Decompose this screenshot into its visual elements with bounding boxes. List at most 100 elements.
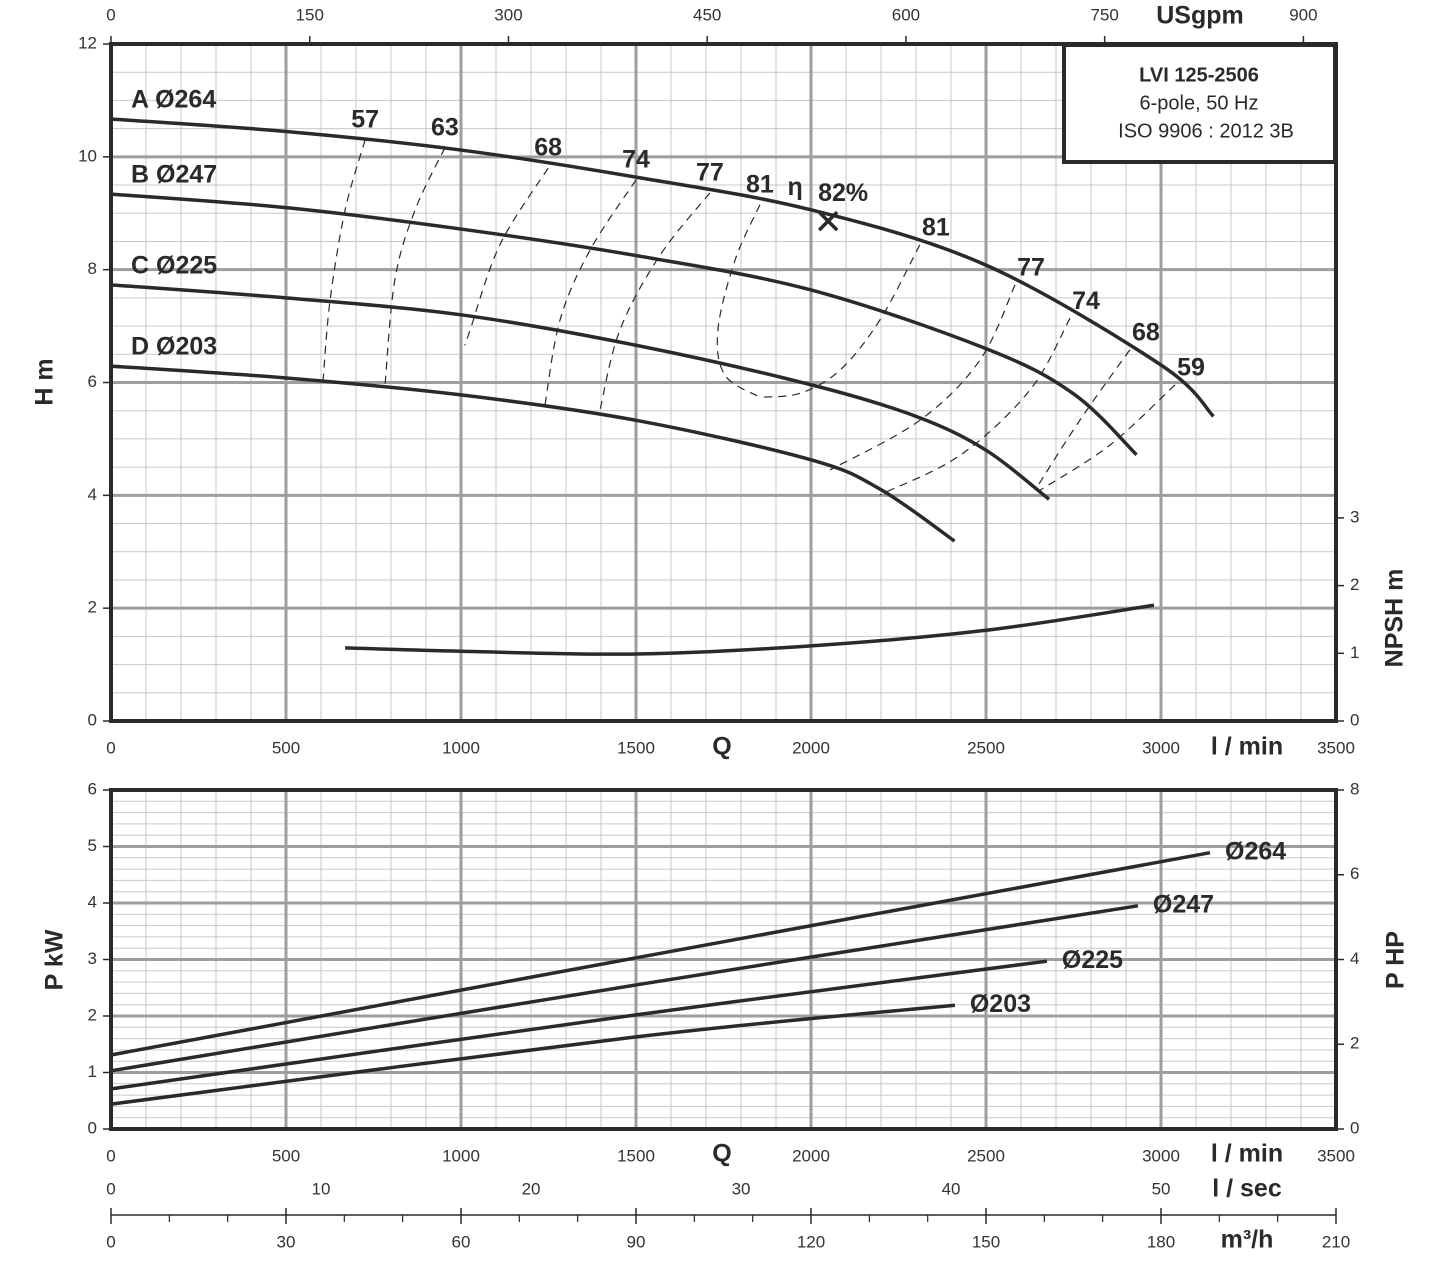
efficiency-label: 63 (431, 113, 459, 141)
y2-axis-title: P HP (1382, 931, 1410, 989)
x2-tick-label: 750 (1090, 5, 1118, 24)
efficiency-contour (1039, 384, 1176, 491)
efficiency-label: 68 (1132, 318, 1160, 346)
m3h-tick-label: 60 (452, 1232, 471, 1251)
y2-tick-label: 2 (1350, 575, 1359, 594)
lsec-tick-label: 40 (942, 1179, 961, 1198)
x-tick-label: 2000 (792, 738, 830, 757)
y-tick-label: 0 (88, 710, 97, 729)
curve-label: B Ø247 (131, 161, 217, 189)
y-tick-label: 12 (78, 33, 97, 52)
y-axis-title: H m (31, 358, 59, 405)
efficiency-label: 74 (1072, 287, 1100, 315)
efficiency-contour (544, 179, 637, 406)
x-unit-title: l / min (1211, 1140, 1283, 1168)
m3h-tick-label: 180 (1147, 1232, 1175, 1251)
y-tick-label: 6 (88, 779, 97, 798)
m3h-tick-label: 0 (106, 1232, 115, 1251)
y-tick-label: 4 (88, 892, 97, 911)
x-tick-label: 1000 (442, 1146, 480, 1165)
lsec-tick-label: 0 (106, 1179, 115, 1198)
y-tick-label: 6 (88, 372, 97, 391)
m3h-tick-label: 120 (797, 1232, 825, 1251)
y2-tick-label: 1 (1350, 643, 1359, 662)
x2-tick-label: 450 (693, 5, 721, 24)
m3h-tick-label: 90 (627, 1232, 646, 1251)
bep-symbol: η (788, 173, 803, 201)
curve (110, 1003, 956, 1106)
m3h-tick-label: 150 (972, 1232, 1000, 1251)
lsec-tick-label: 30 (732, 1179, 751, 1198)
x-tick-label: 0 (106, 738, 115, 757)
model-name: LVI 125-2506 (1139, 64, 1259, 86)
lsec-tick-label: 10 (312, 1179, 331, 1198)
x-tick-label: 0 (106, 1146, 115, 1165)
m3h-tick-label: 210 (1322, 1232, 1350, 1251)
bep-marker (817, 210, 839, 232)
curve-label: D Ø203 (131, 333, 217, 361)
curve (110, 364, 956, 543)
x2-tick-label: 0 (106, 5, 115, 24)
efficiency-label: 74 (622, 146, 650, 174)
main-layer: 0 500 1000 1500 2000 2500 3000 3500024681012012… (78, 5, 1359, 1251)
lsec-axis-title: l / sec (1212, 1175, 1282, 1203)
efficiency-label: 81 (922, 213, 950, 241)
plot-frame (109, 788, 1338, 1131)
efficiency-label: 77 (1017, 254, 1045, 282)
curve-label: Ø264 (1225, 837, 1286, 865)
y-tick-label: 4 (88, 485, 97, 504)
x-tick-label: 3500 (1317, 738, 1355, 757)
efficiency-contour (759, 244, 921, 398)
y-tick-label: 2 (88, 1005, 97, 1024)
x-tick-label: 500 (272, 1146, 300, 1165)
x-tick-label: 3000 (1142, 738, 1180, 757)
npsh-curve (345, 603, 1155, 656)
model-standard: ISO 9906 : 2012 3B (1118, 120, 1294, 142)
y2-tick-label: 2 (1350, 1034, 1359, 1053)
efficiency-contour (322, 139, 366, 381)
y2-axis-title: NPSH m (1381, 569, 1409, 668)
x-tick-label: 1500 (617, 1146, 655, 1165)
x-tick-label: 1500 (617, 738, 655, 757)
y-tick-label: 10 (78, 146, 97, 165)
curve (110, 192, 1138, 456)
x2-tick-label: 900 (1289, 5, 1317, 24)
y2-tick-label: 0 (1350, 1118, 1359, 1137)
efficiency-contour (464, 167, 549, 346)
curve-label: Ø225 (1062, 946, 1123, 974)
curve (110, 850, 1211, 1057)
y2-tick-label: 6 (1350, 864, 1359, 883)
curve-label: A Ø264 (131, 86, 216, 114)
y2-tick-label: 3 (1350, 507, 1359, 526)
y-tick-label: 2 (88, 598, 97, 617)
x-tick-label: 2500 (967, 738, 1005, 757)
efficiency-contour (879, 317, 1071, 496)
y2-tick-label: 8 (1350, 779, 1359, 798)
x-tick-label: 2500 (967, 1146, 1005, 1165)
y-tick-label: 5 (88, 836, 97, 855)
curve-label: Ø203 (970, 990, 1031, 1018)
lsec-tick-label: 20 (522, 1179, 541, 1198)
curve (110, 904, 1139, 1073)
efficiency-contour (716, 204, 761, 398)
x-tick-label: 3000 (1142, 1146, 1180, 1165)
m3h-tick-label: 30 (277, 1232, 296, 1251)
efficiency-contour (384, 147, 446, 385)
plot-frame (109, 42, 1338, 723)
curve (110, 959, 1048, 1091)
efficiency-label: 77 (696, 159, 724, 187)
model-spec: 6-pole, 50 Hz (1140, 92, 1259, 114)
bep-label: 82% (818, 179, 868, 207)
title-box: LVI 125-2506 6-pole, 50 Hz ISO 9906 : 20… (1062, 43, 1337, 164)
x-axis-title: Q (712, 1140, 731, 1168)
x-unit-title: l / min (1211, 733, 1283, 761)
curve-label: Ø247 (1153, 890, 1214, 918)
m3h-axis-title: m³/h (1221, 1226, 1274, 1254)
y-tick-label: 0 (88, 1118, 97, 1137)
x2-axis-title: USgpm (1156, 2, 1244, 30)
efficiency-contour (829, 284, 1016, 471)
y-axis-title: P kW (41, 929, 69, 990)
efficiency-label: 68 (534, 134, 562, 162)
x-tick-label: 1000 (442, 738, 480, 757)
